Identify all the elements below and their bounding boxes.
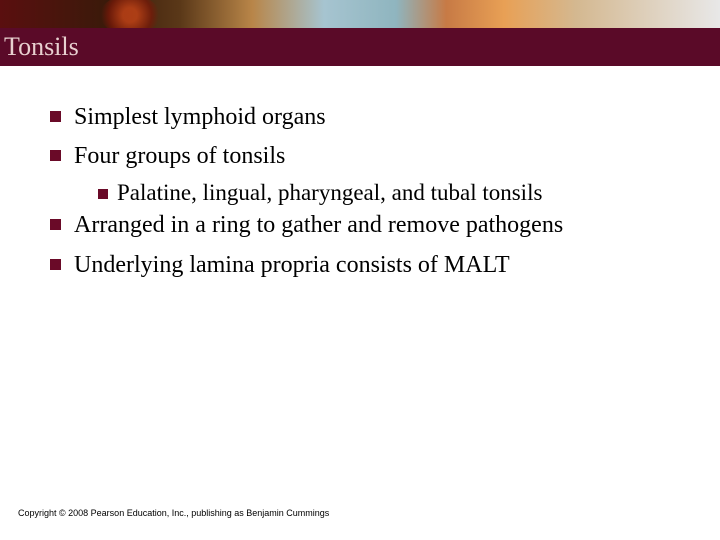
bullet-text: Arranged in a ring to gather and remove … bbox=[74, 210, 563, 241]
bullet-icon bbox=[50, 111, 61, 122]
list-item: Arranged in a ring to gather and remove … bbox=[50, 210, 670, 241]
bullet-text: Palatine, lingual, pharyngeal, and tubal… bbox=[117, 180, 542, 206]
list-item: Underlying lamina propria consists of MA… bbox=[50, 250, 670, 281]
slide-title: Tonsils bbox=[4, 32, 79, 62]
sub-bullet-list: Palatine, lingual, pharyngeal, and tubal… bbox=[98, 180, 670, 206]
bullet-icon bbox=[50, 219, 61, 230]
bullet-text: Four groups of tonsils bbox=[74, 141, 285, 172]
content-area: Simplest lymphoid organs Four groups of … bbox=[0, 66, 720, 281]
bullet-text: Underlying lamina propria consists of MA… bbox=[74, 250, 510, 281]
bullet-icon bbox=[98, 189, 108, 199]
bullet-text: Simplest lymphoid organs bbox=[74, 102, 326, 133]
list-item: Four groups of tonsils bbox=[50, 141, 670, 172]
decorative-header-band bbox=[0, 0, 720, 28]
bullet-icon bbox=[50, 259, 61, 270]
bullet-icon bbox=[50, 150, 61, 161]
copyright-text: Copyright © 2008 Pearson Education, Inc.… bbox=[18, 508, 329, 518]
list-item: Palatine, lingual, pharyngeal, and tubal… bbox=[98, 180, 670, 206]
main-bullet-list: Simplest lymphoid organs Four groups of … bbox=[50, 102, 670, 281]
list-item: Simplest lymphoid organs bbox=[50, 102, 670, 133]
title-bar: Tonsils bbox=[0, 28, 720, 66]
